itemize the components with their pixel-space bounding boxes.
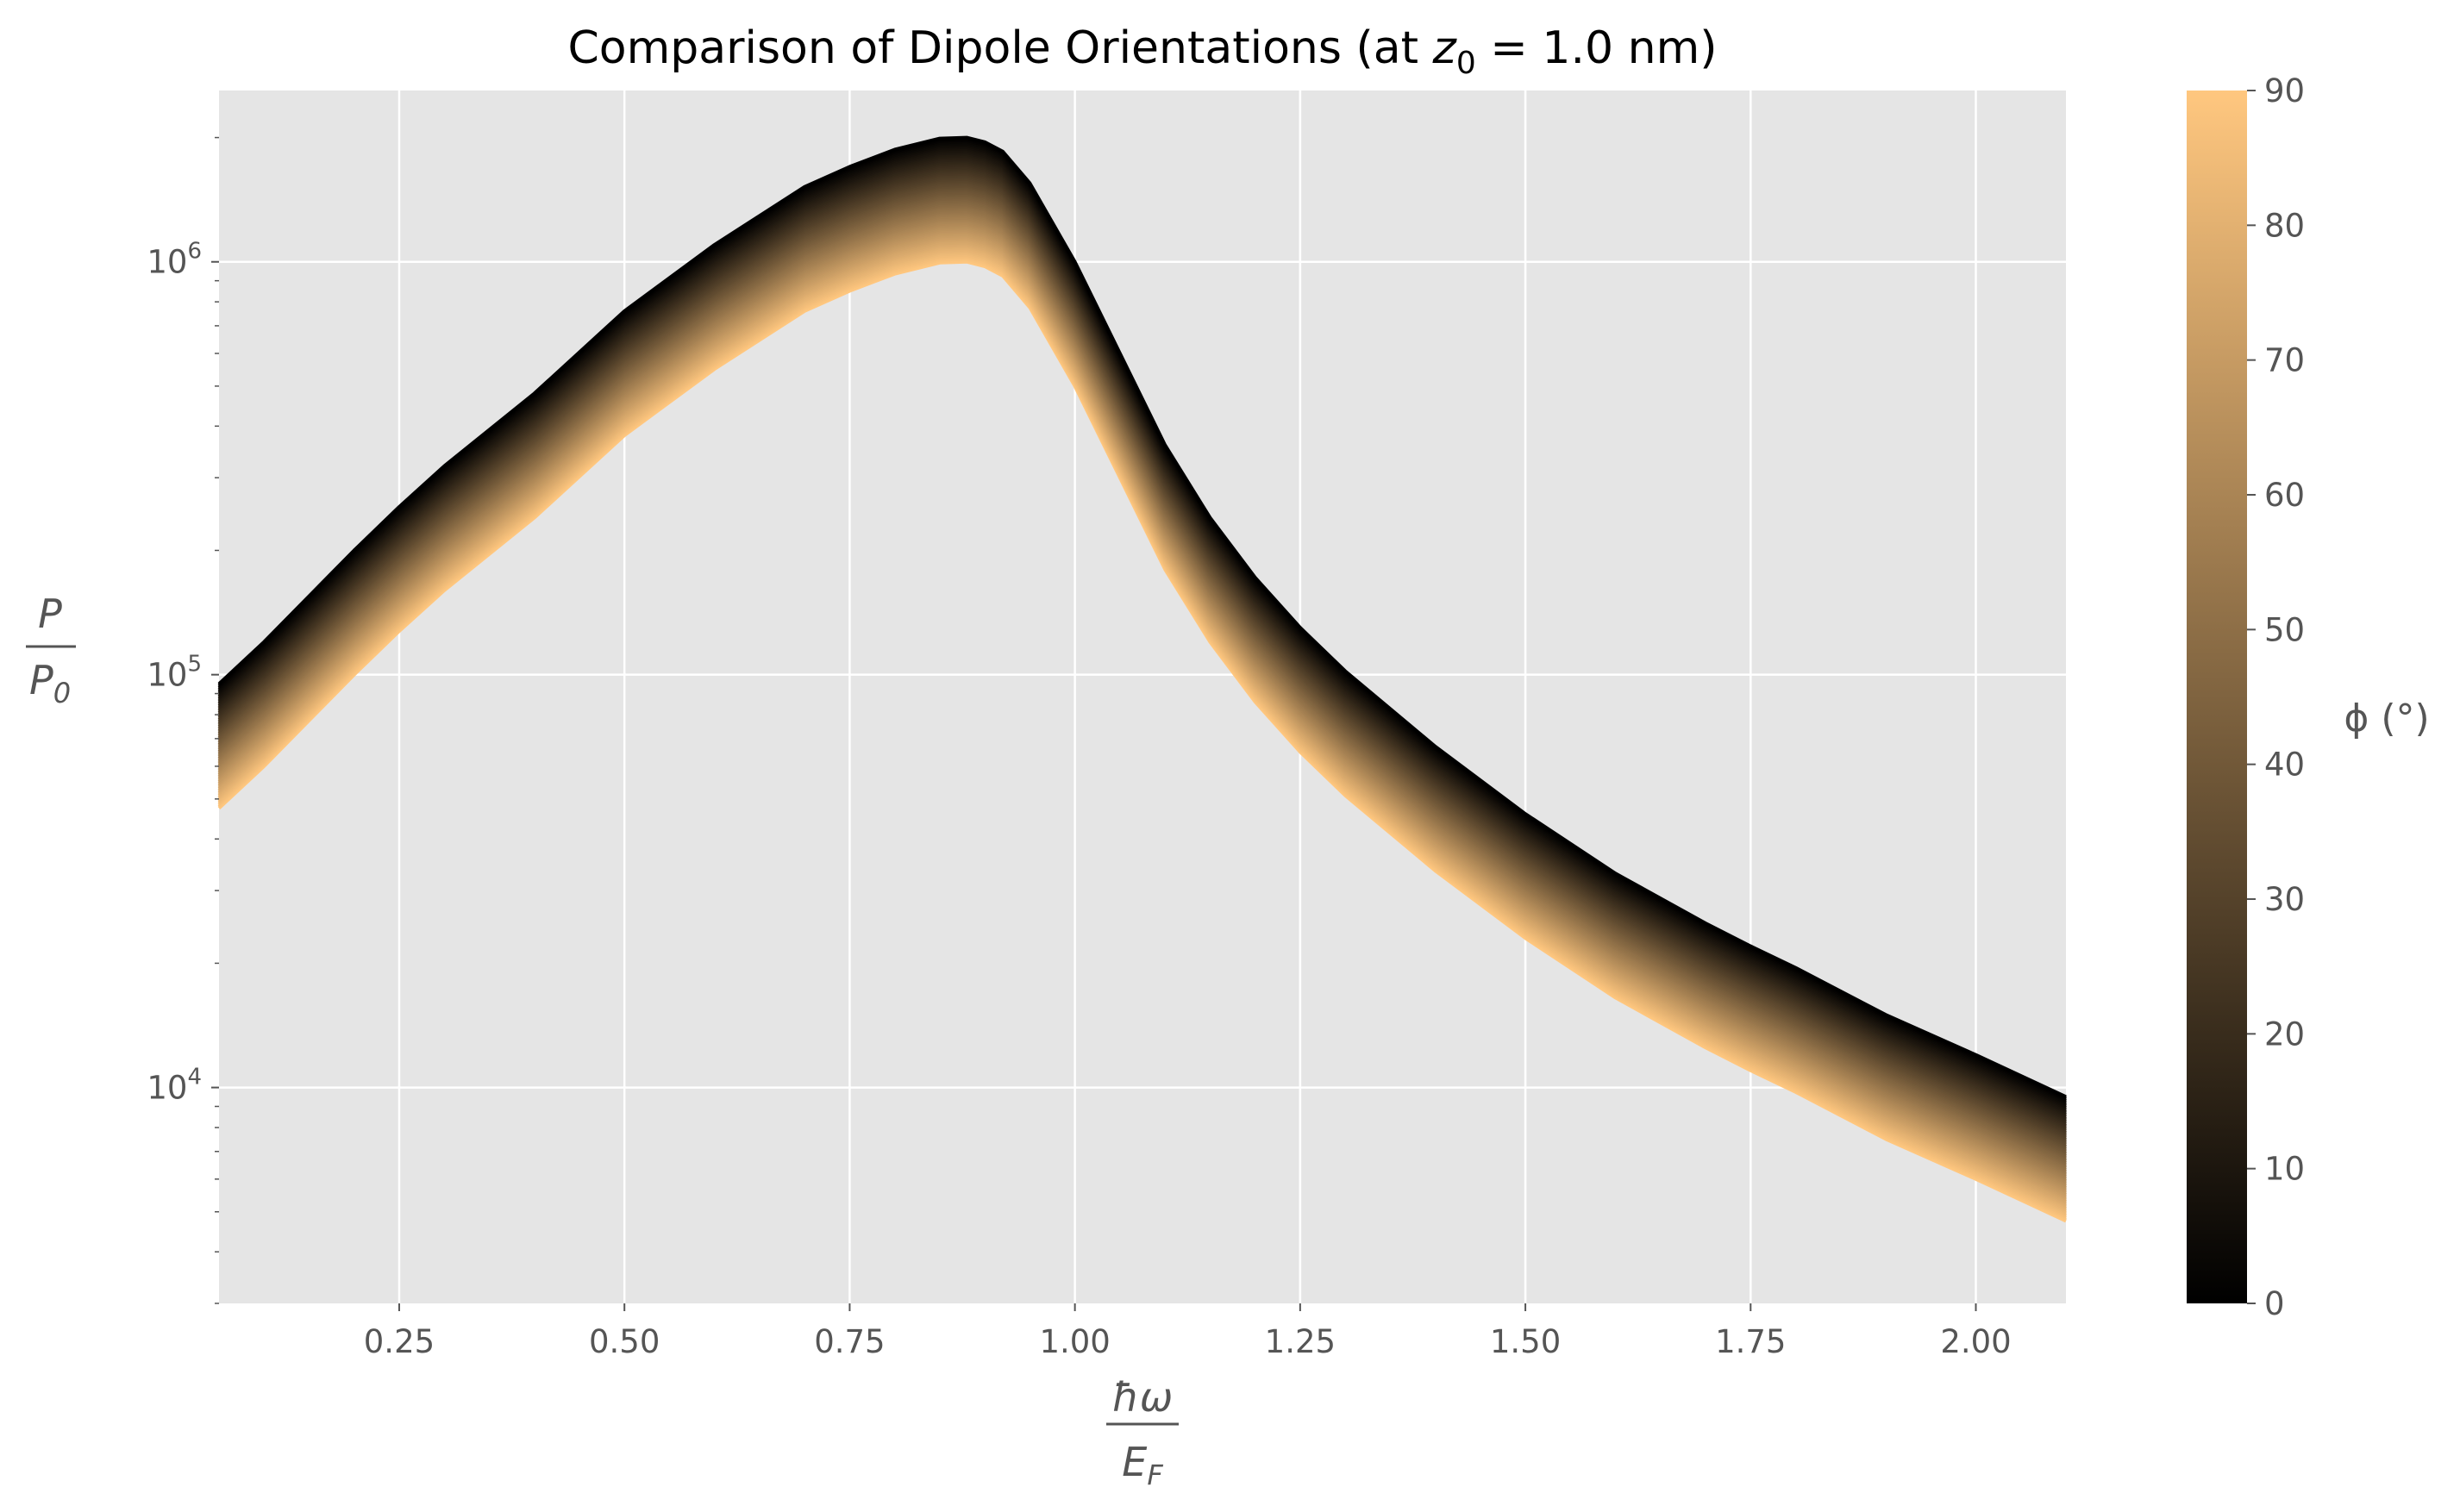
- colorbar-tick-label: 80: [2264, 207, 2305, 244]
- colorbar-tick-label: 20: [2264, 1015, 2305, 1053]
- x-tick-label: 0.50: [589, 1323, 660, 1360]
- colorbar-tick-label: 70: [2264, 342, 2305, 379]
- colorbar-tick-label: 60: [2264, 477, 2305, 514]
- y-tick-label: 105: [147, 652, 202, 694]
- colorbar-tick-label: 30: [2264, 881, 2305, 918]
- x-axis-label: ħω EF: [1106, 1374, 1179, 1491]
- y-tick-label: 104: [147, 1065, 202, 1107]
- x-tick-label: 0.75: [814, 1323, 885, 1360]
- plot-area: [219, 91, 2066, 1303]
- colorbar-ticks: 0 10 20 30 40 50 60 70 80 90: [2247, 72, 2305, 1322]
- colorbar-label: ϕ (°): [2344, 697, 2429, 740]
- svg-text:P0: P0: [29, 657, 71, 709]
- chart-title: Comparison of Dipole Orientations (at z0…: [567, 22, 1717, 81]
- y-tick-label: 106: [147, 239, 202, 281]
- colorbar-tick-label: 50: [2264, 611, 2305, 648]
- x-tick-label: 1.75: [1715, 1323, 1786, 1360]
- y-axis-ticks: 104 105 106: [147, 136, 219, 1304]
- x-tick-label: 0.25: [364, 1323, 435, 1360]
- x-tick-label: 2.00: [1940, 1323, 2011, 1360]
- colorbar: [2187, 91, 2247, 1303]
- colorbar-tick-label: 90: [2264, 72, 2305, 109]
- x-axis-ticks: 0.25 0.50 0.75 1.00 1.25 1.50 1.75 2.00: [364, 1303, 2012, 1360]
- svg-text:P: P: [38, 590, 62, 637]
- x-tick-label: 1.00: [1039, 1323, 1110, 1360]
- svg-text:EF: EF: [1122, 1439, 1163, 1491]
- series-group: [217, 135, 2067, 1223]
- colorbar-tick-label: 40: [2264, 747, 2305, 784]
- colorbar-tick-label: 10: [2264, 1151, 2305, 1188]
- x-tick-label: 1.25: [1265, 1323, 1336, 1360]
- x-tick-label: 1.50: [1490, 1323, 1561, 1360]
- svg-text:ħω: ħω: [1112, 1374, 1173, 1421]
- colorbar-tick-label: 0: [2264, 1285, 2285, 1322]
- y-axis-label: P P0: [26, 590, 76, 709]
- series-line-phi-0: [217, 135, 2067, 1099]
